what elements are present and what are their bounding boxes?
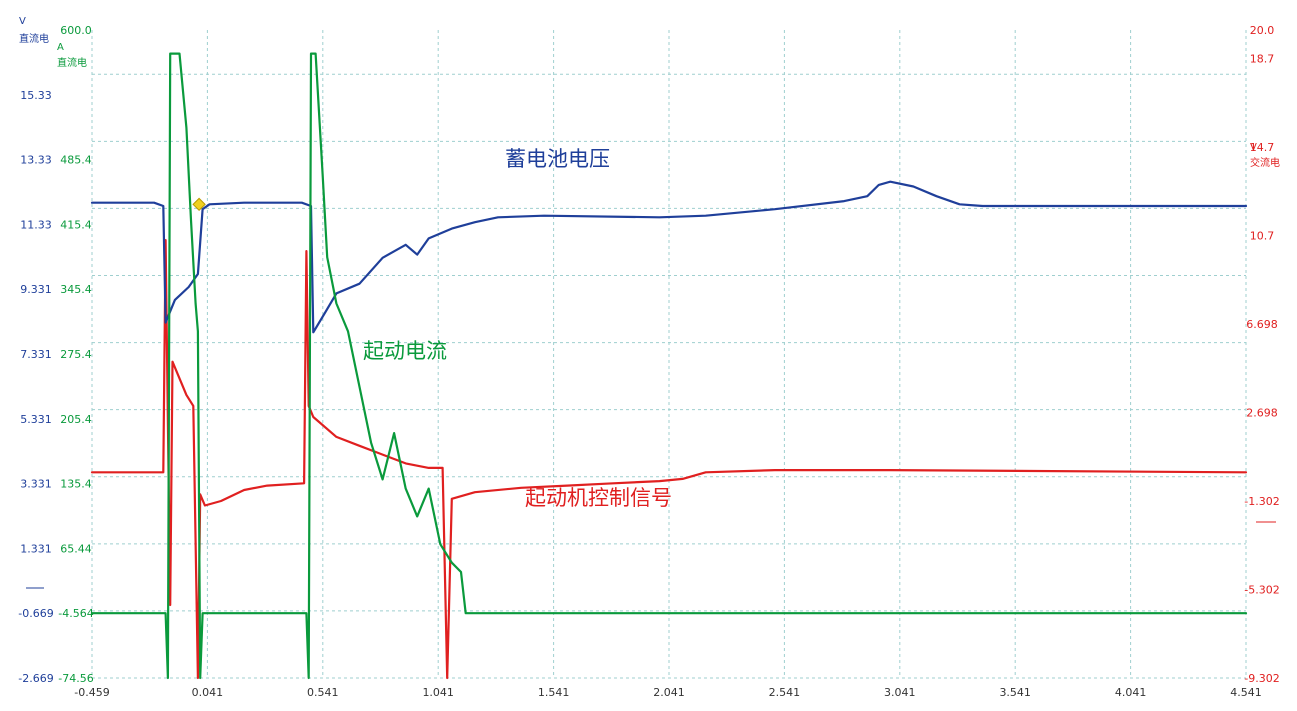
x-tick-label: 3.041 xyxy=(884,686,916,699)
current-tick-label: 485.4 xyxy=(60,154,92,167)
x-tick-label: 1.541 xyxy=(538,686,570,699)
trace-current xyxy=(90,52,1248,680)
x-tick-label: 0.041 xyxy=(192,686,224,699)
signal-coupling: 交流电 xyxy=(1250,156,1280,169)
current-tick-label: 65.44 xyxy=(60,542,92,555)
voltage-tick-label: 7.331 xyxy=(20,348,52,361)
signal-tick-label: 14.7 xyxy=(1250,141,1275,154)
trace-layer xyxy=(90,52,1248,680)
trace-signal xyxy=(90,239,1248,680)
signal-tick-label: 2.698 xyxy=(1246,407,1278,420)
annotation-label: 起动电流 xyxy=(363,339,447,363)
voltage-tick-label: 15.33 xyxy=(20,89,52,102)
voltage-tick-label: -0.669 xyxy=(18,607,53,620)
x-tick-label: 4.041 xyxy=(1115,686,1147,699)
current-tick-label: 415.4 xyxy=(60,218,92,231)
current-tick-label: 205.4 xyxy=(60,413,92,426)
signal-unit: V xyxy=(1250,142,1257,153)
annotation-label: 起动机控制信号 xyxy=(525,486,672,510)
current-tick-label: 275.4 xyxy=(60,348,92,361)
signal-tick-label: 10.7 xyxy=(1250,230,1275,243)
tick-labels: -0.459 0.041 0.541 1.041 1.541 2.041 2.541 3.04… xyxy=(18,24,1279,699)
voltage-tick-label: 3.331 xyxy=(20,478,52,491)
voltage-unit: V xyxy=(19,16,26,27)
signal-tick-label: 18.7 xyxy=(1250,53,1275,66)
x-tick-label: -0.459 xyxy=(74,686,109,699)
voltage-tick-label: 9.331 xyxy=(20,283,52,296)
x-tick-label: 2.541 xyxy=(769,686,801,699)
voltage-tick-label: 5.331 xyxy=(20,413,52,426)
current-tick-label: -74.56 xyxy=(58,672,93,685)
current-unit: A xyxy=(57,42,64,53)
x-tick-label: 3.541 xyxy=(999,686,1031,699)
axis-units: V 直流电 A 直流电 V 交流电 xyxy=(19,16,1280,169)
current-coupling: 直流电 xyxy=(57,56,87,69)
grid-lines xyxy=(91,30,1247,679)
x-tick-label: 0.541 xyxy=(307,686,339,699)
voltage-tick-label: -2.669 xyxy=(18,672,53,685)
signal-tick-label: 6.698 xyxy=(1246,318,1278,331)
cursor-marker xyxy=(192,197,206,212)
current-tick-label: 135.4 xyxy=(60,478,92,491)
signal-tick-label: -1.302 xyxy=(1244,495,1279,508)
voltage-tick-label: 1.331 xyxy=(20,542,52,555)
voltage-tick-label: 13.33 xyxy=(20,154,52,167)
voltage-tick-label: 11.33 xyxy=(20,218,52,231)
current-tick-label: -4.564 xyxy=(58,607,93,620)
trace-voltage xyxy=(90,180,1248,334)
signal-tick-label: -5.302 xyxy=(1244,584,1279,597)
signal-tick-label: -9.302 xyxy=(1244,672,1279,685)
current-tick-label: 345.4 xyxy=(60,283,92,296)
x-tick-label: 4.541 xyxy=(1230,686,1262,699)
current-tick-label: 600.0 xyxy=(60,24,92,37)
signal-tick-label: 20.0 xyxy=(1250,24,1275,37)
annotation-label: 蓄电池电压 xyxy=(505,147,610,171)
voltage-coupling: 直流电 xyxy=(19,32,49,45)
x-tick-label: 2.041 xyxy=(653,686,685,699)
x-tick-label: 1.041 xyxy=(422,686,454,699)
